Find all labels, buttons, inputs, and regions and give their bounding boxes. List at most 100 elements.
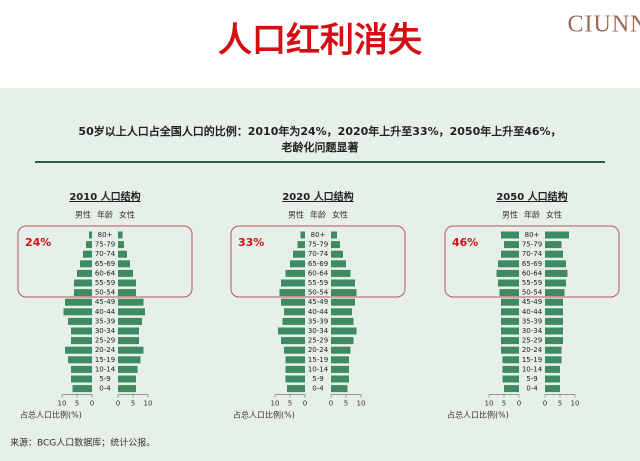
- y-tick-label: 30-34: [522, 327, 543, 335]
- bar: [498, 279, 519, 287]
- y-tick-label: 70-74: [308, 250, 329, 258]
- y-tick-label: 80+: [98, 231, 113, 239]
- x-axis-label: 占总人口比例(%): [20, 410, 82, 420]
- bar: [498, 260, 519, 268]
- legend-label: 女性: [119, 210, 135, 220]
- y-tick-label: 0-4: [312, 385, 324, 393]
- y-tick-label: 15-19: [95, 356, 115, 364]
- x-tick-label: 5: [131, 400, 135, 408]
- bar: [65, 298, 92, 306]
- x-tick-label: 10: [271, 400, 280, 408]
- bar: [504, 241, 519, 249]
- x-tick-label: 10: [571, 400, 580, 408]
- chart-title: 2050 人口结构: [496, 190, 567, 203]
- y-tick-label: 30-34: [95, 327, 116, 335]
- x-tick-label: 0: [116, 400, 120, 408]
- bar: [278, 327, 305, 335]
- y-tick-label: 40-44: [522, 308, 543, 316]
- bar: [502, 375, 519, 383]
- x-axis-label: 占总人口比例(%): [233, 410, 295, 420]
- bar: [545, 269, 568, 277]
- highlight-box: [444, 225, 620, 298]
- bar: [118, 298, 144, 306]
- bar: [285, 356, 305, 364]
- bar: [331, 356, 349, 364]
- bar: [501, 337, 519, 345]
- bar: [77, 269, 92, 277]
- y-tick-label: 25-29: [308, 337, 328, 345]
- y-tick-label: 55-59: [95, 279, 115, 287]
- bar: [501, 317, 519, 325]
- bar: [285, 365, 305, 373]
- bar: [331, 337, 354, 345]
- bar: [331, 375, 349, 383]
- y-tick-label: 65-69: [522, 260, 542, 268]
- bar: [297, 241, 305, 249]
- y-tick-label: 55-59: [522, 279, 542, 287]
- x-tick-label: 0: [543, 400, 547, 408]
- y-tick-label: 45-49: [308, 298, 328, 306]
- subtitle: 老龄化问题显著: [281, 140, 359, 154]
- y-tick-label: 75-79: [308, 241, 328, 249]
- y-tick-label: 5-9: [312, 375, 323, 383]
- highlight-box: [17, 225, 193, 298]
- bar: [545, 327, 563, 335]
- y-tick-label: 80+: [311, 231, 326, 239]
- chart-title: 2010 人口结构: [69, 190, 140, 203]
- bar: [499, 289, 519, 297]
- bar: [331, 327, 357, 335]
- bar: [545, 317, 563, 325]
- bar: [545, 375, 560, 383]
- y-tick-label: 45-49: [522, 298, 542, 306]
- legend-label: 男性: [288, 210, 304, 220]
- bar: [545, 260, 566, 268]
- bar: [284, 346, 305, 354]
- bar: [118, 317, 142, 325]
- bar: [281, 298, 305, 306]
- bar: [118, 365, 138, 373]
- axis-header: 年龄: [524, 210, 540, 220]
- y-tick-label: 20-24: [308, 346, 329, 354]
- bar: [501, 308, 519, 316]
- bar: [118, 269, 133, 277]
- bar: [504, 385, 519, 393]
- chart-title: 2020 人口结构: [282, 190, 353, 203]
- y-tick-label: 5-9: [526, 375, 537, 383]
- annotation: 24%: [25, 236, 51, 249]
- bar: [501, 327, 519, 335]
- y-tick-label: 70-74: [522, 250, 543, 258]
- x-tick-label: 10: [485, 400, 494, 408]
- bar: [545, 308, 563, 316]
- bar: [501, 298, 519, 306]
- y-tick-label: 50-54: [308, 289, 329, 297]
- y-tick-label: 20-24: [95, 346, 116, 354]
- bar: [545, 289, 565, 297]
- bar: [331, 250, 343, 258]
- bar: [118, 241, 124, 249]
- bar: [118, 308, 145, 316]
- bar: [68, 317, 92, 325]
- bar: [496, 269, 519, 277]
- bar: [331, 260, 346, 268]
- bar: [331, 385, 348, 393]
- bar: [281, 337, 305, 345]
- bar: [331, 279, 355, 287]
- bar: [545, 231, 569, 239]
- y-tick-label: 75-79: [95, 241, 115, 249]
- y-tick-label: 45-49: [95, 298, 115, 306]
- y-tick-label: 30-34: [308, 327, 329, 335]
- bar: [63, 308, 92, 316]
- y-tick-label: 0-4: [99, 385, 111, 393]
- x-tick-label: 10: [58, 400, 67, 408]
- bar: [545, 250, 563, 258]
- y-tick-label: 20-24: [522, 346, 543, 354]
- highlight-box: [230, 225, 406, 298]
- bar: [71, 337, 92, 345]
- y-tick-label: 60-64: [308, 269, 329, 277]
- y-tick-label: 10-14: [522, 365, 543, 373]
- bar: [287, 385, 305, 393]
- slide-title: 人口红利消失: [218, 21, 423, 61]
- bar: [502, 356, 519, 364]
- x-tick-label: 5: [502, 400, 506, 408]
